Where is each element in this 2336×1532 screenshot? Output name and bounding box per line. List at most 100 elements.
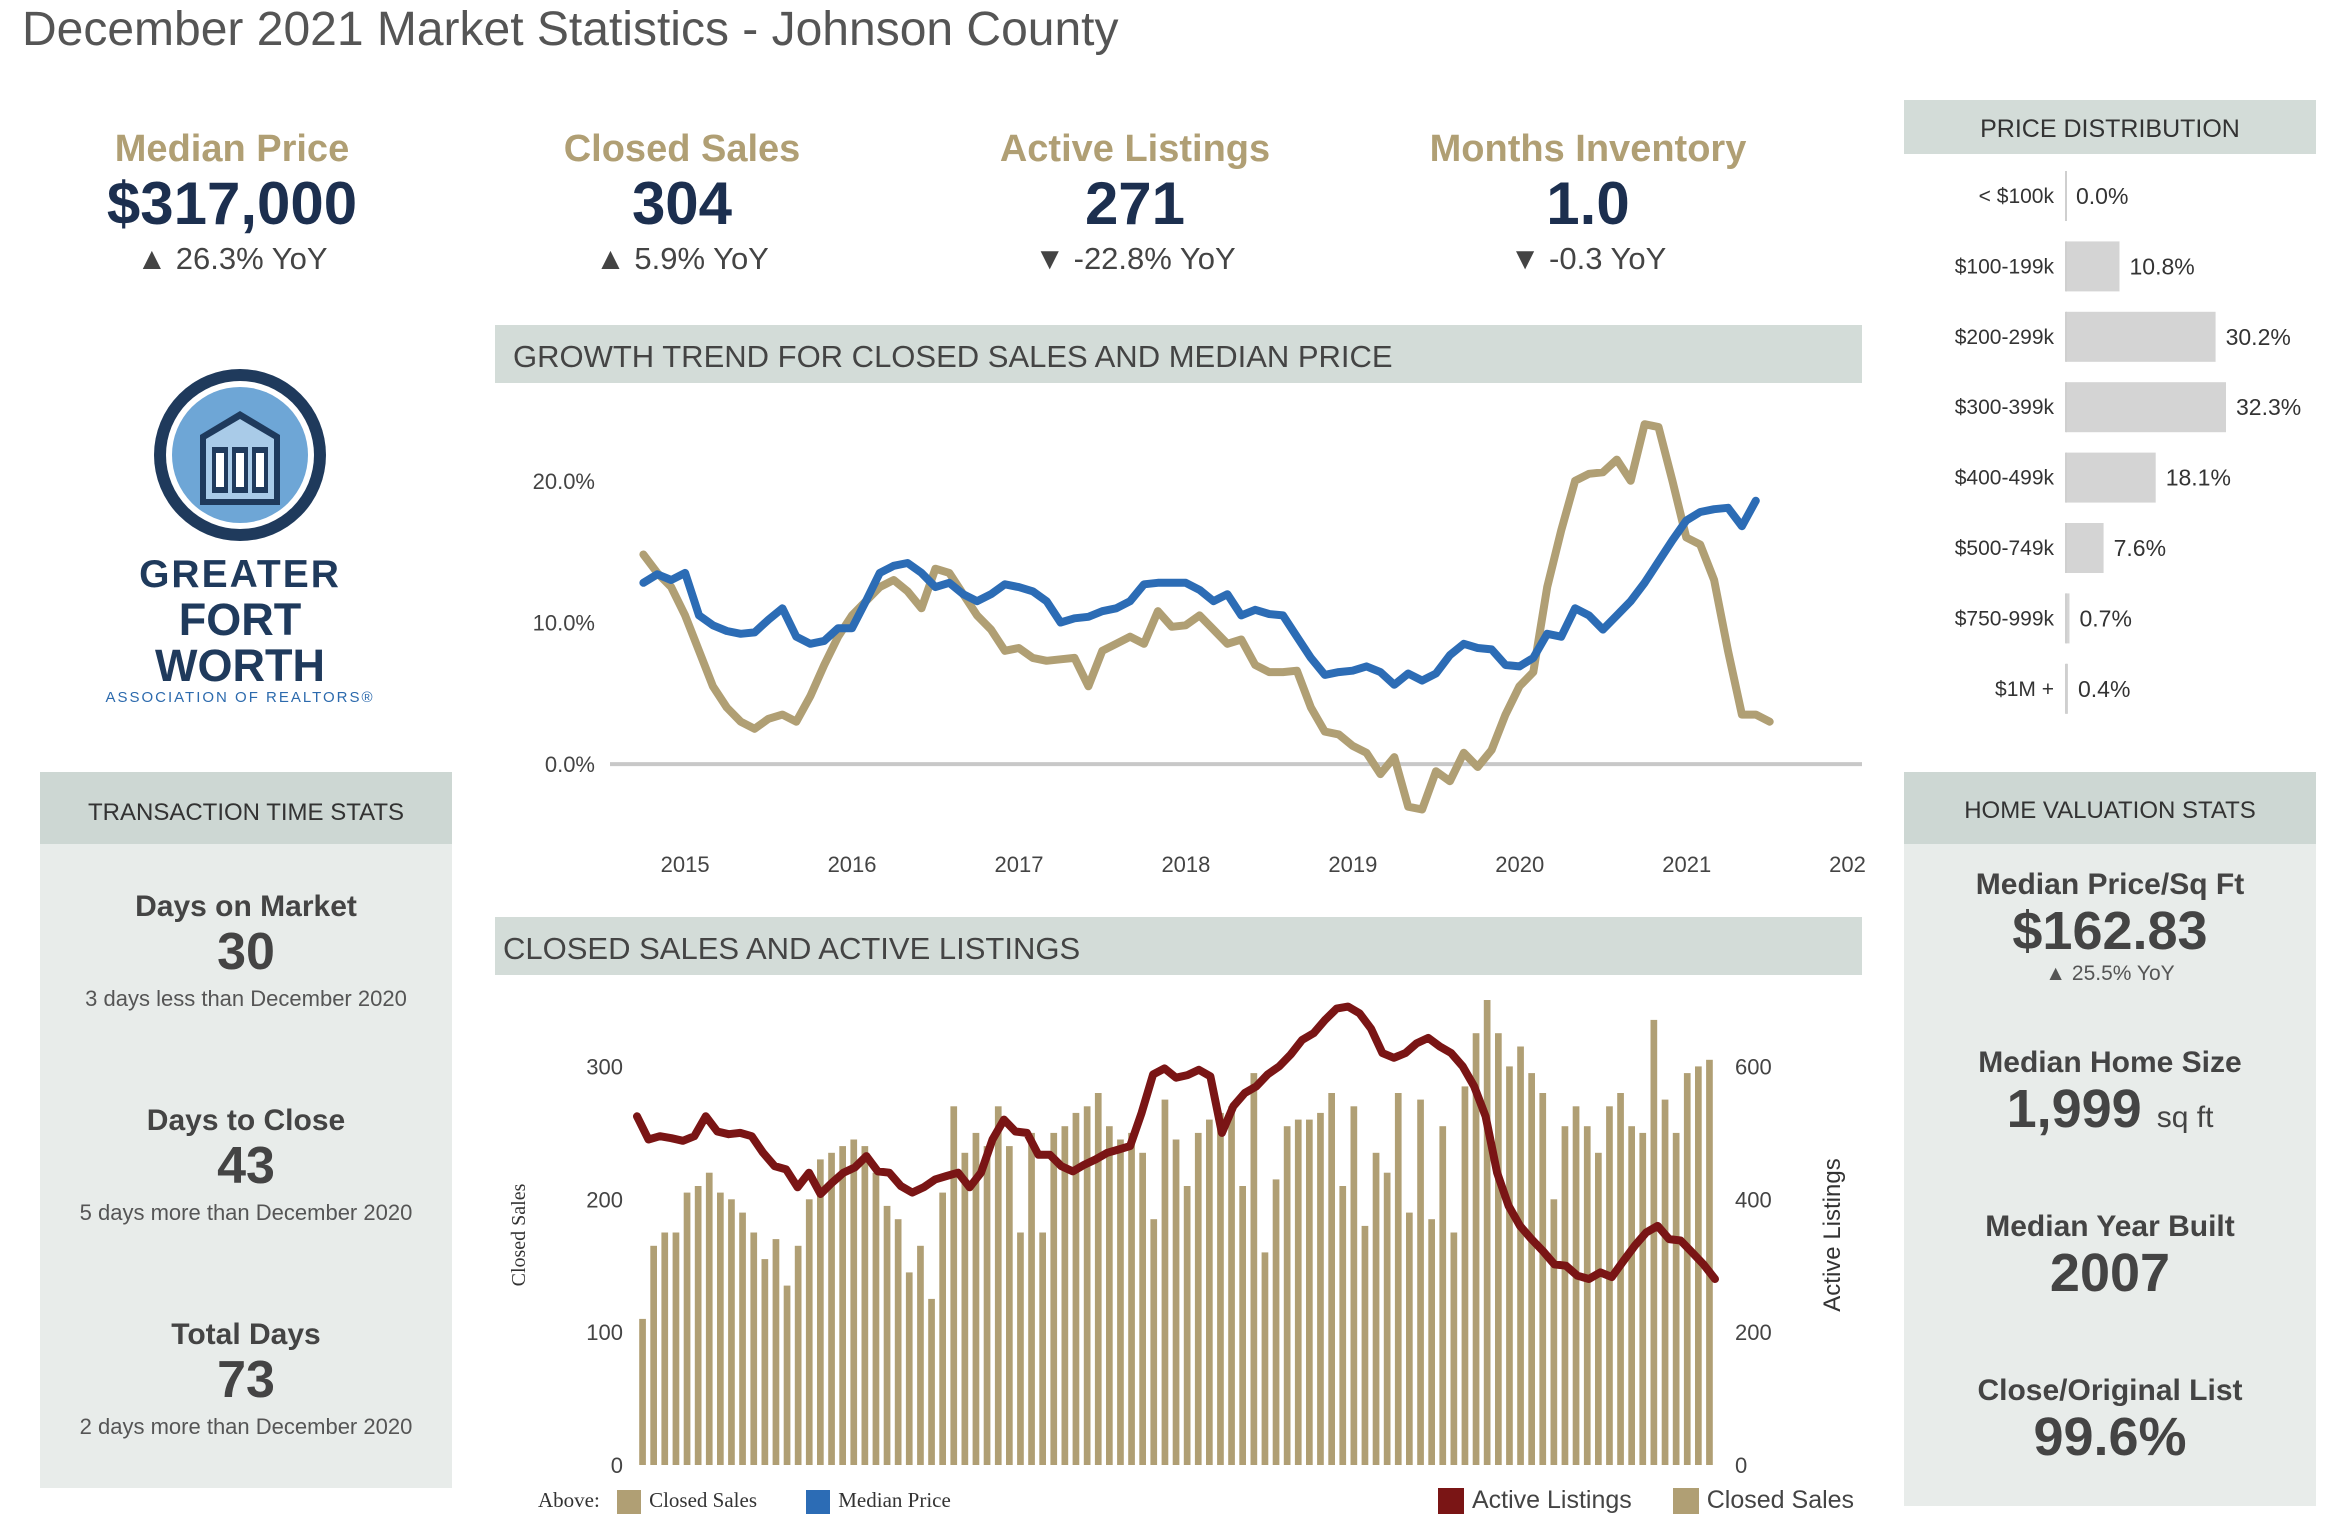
active-listings-line: [633, 1002, 1719, 1283]
price-value-label: 32.3%: [2236, 394, 2301, 420]
page-title: December 2021 Market Statistics - Johnso…: [22, 3, 1119, 56]
stat-label: Days to Close: [146, 1104, 346, 1137]
closed-sales-bar: [761, 1259, 769, 1465]
price-bar: [2066, 311, 2216, 362]
closed-sales-bar: [1028, 1132, 1035, 1465]
closed-sales-bar: [1495, 1033, 1502, 1465]
price-category-label: $1M +: [1995, 678, 2054, 701]
days-on-market: Days on Market 30 3 days less than Decem…: [40, 890, 452, 1012]
closed-sales-bar: [1261, 1252, 1269, 1465]
price-value-label: 0.4%: [2078, 676, 2130, 702]
closed-sales-bar: [1595, 1152, 1602, 1465]
closed-sales-bar: [1361, 1225, 1369, 1465]
kpi-change: ▲ 26.3% YoY: [136, 241, 328, 276]
closed-sales-bar: [972, 1132, 980, 1465]
x-tick-label: 2016: [828, 852, 877, 877]
closed-sales-bar: [1428, 1219, 1435, 1465]
transaction-time-panel: TRANSACTION TIME STATS Days on Market 30…: [40, 772, 452, 1488]
price-value-label: 10.8%: [2130, 253, 2195, 279]
price-distribution-chart: < $100k 0.0% $100-199k 10.8% $200-299k 30.2% $…: [1955, 171, 2301, 714]
closed-sales-bar: [1650, 1019, 1658, 1465]
stat-label: Days on Market: [135, 890, 357, 923]
closed-sales-bar: [883, 1205, 891, 1465]
closed-sales-bar: [739, 1212, 746, 1465]
price-value-label: 18.1%: [2166, 465, 2231, 491]
stat-value: 43: [217, 1137, 275, 1195]
closed-sales-bar: [1117, 1139, 1124, 1465]
closed-sales-bar: [1350, 1106, 1358, 1465]
kpi-value: 1.0: [1546, 170, 1630, 237]
closed-sales-bar: [1517, 1046, 1524, 1465]
close-original-list: Close/Original List 99.6%: [1904, 1374, 2316, 1466]
stat-unit: sq ft: [2156, 1101, 2214, 1134]
x-tick-label: 2015: [661, 852, 710, 877]
kpi-change: ▼ -22.8% YoY: [1034, 241, 1236, 276]
median-year-built: Median Year Built 2007: [1904, 1210, 2316, 1302]
x-tick-label: 2018: [1161, 852, 1210, 877]
price-category-label: $100-199k: [1955, 255, 2055, 278]
price-bar: [2066, 452, 2156, 503]
logo-line-1: GREATER: [139, 553, 341, 596]
stat-value: 30: [217, 923, 275, 981]
stat-label: Median Home Size: [1978, 1046, 2242, 1079]
kpi-change: ▼ -0.3 YoY: [1509, 241, 1667, 276]
closed-sales-bar: [694, 1186, 702, 1465]
closed-sales-bar: [1139, 1152, 1146, 1465]
closed-sales-bar: [817, 1159, 824, 1465]
logo-line-3: ASSOCIATION OF REALTORS®: [105, 689, 375, 706]
closed-sales-bar: [1394, 1093, 1402, 1465]
closed-sales-bar: [805, 1199, 813, 1465]
y-tick-label: 0.0%: [545, 752, 595, 777]
closed-sales-bar: [772, 1239, 780, 1465]
closed-sales-bar: [1039, 1232, 1046, 1465]
closed-sales-bar: [1672, 1132, 1680, 1465]
series-line-closed-sales: [639, 420, 1774, 814]
closed-sales-bar: [1217, 1112, 1224, 1465]
y2-axis-label: Active Listings: [1819, 1158, 1846, 1311]
stat-label: Close/Original List: [1977, 1374, 2243, 1407]
y2-tick-label: 400: [1735, 1187, 1772, 1212]
price-category-label: $500-749k: [1955, 537, 2055, 560]
price-category-label: $400-499k: [1955, 467, 2055, 490]
closed-sales-bar: [861, 1146, 869, 1465]
legend-prefix: Above:: [538, 1488, 600, 1512]
y2-tick-label: 200: [1735, 1320, 1772, 1345]
x-tick-label: 2021: [1662, 852, 1711, 877]
price-category-label: $300-399k: [1955, 396, 2055, 419]
y-tick-label: 10.0%: [533, 611, 595, 636]
stat-change: ▲ 25.5% YoY: [2045, 962, 2175, 985]
stat-note: 2 days more than December 2020: [79, 1414, 413, 1439]
closed-sales-bar: [928, 1298, 935, 1465]
closed-sales-bar: [1406, 1212, 1413, 1465]
closed-sales-bar: [1461, 1086, 1469, 1465]
closed-sales-bar: [1417, 1099, 1424, 1465]
closed-sales-bar: [1150, 1219, 1158, 1465]
closed-sales-bar: [1161, 1099, 1169, 1465]
price-value-label: 0.7%: [2080, 605, 2132, 631]
legend-label: Closed Sales: [649, 1488, 757, 1512]
closed-sales-bar: [1528, 1073, 1535, 1465]
x-tick-label: 2020: [1495, 852, 1544, 877]
closed-sales-bar: [1239, 1186, 1246, 1465]
price-value-label: 30.2%: [2226, 324, 2291, 350]
y-axis-label: Closed Sales: [508, 1183, 530, 1286]
kpi-value: 304: [631, 170, 733, 237]
stat-value: $162.83: [2012, 901, 2208, 961]
total-days: Total Days 73 2 days more than December …: [40, 1318, 452, 1440]
closed-sales-bar: [1606, 1106, 1613, 1465]
closed-sales-bar: [939, 1192, 946, 1465]
kpi-label: Active Listings: [999, 128, 1271, 170]
closed-sales-bar: [783, 1285, 791, 1465]
stat-value: 73: [217, 1351, 275, 1409]
closed-sales-header: CLOSED SALES AND ACTIVE LISTINGS: [495, 917, 1862, 975]
legend-swatch-closed-sales: [1672, 1488, 1699, 1515]
price-distribution-header: PRICE DISTRIBUTION: [1904, 100, 2316, 154]
transaction-time-header: TRANSACTION TIME STATS: [40, 772, 452, 844]
stat-label: Median Year Built: [1985, 1210, 2235, 1243]
kpi-median-price: Median Price $317,000 ▲ 26.3% YoY: [22, 128, 442, 277]
stat-value: 1,999: [2006, 1079, 2142, 1139]
closed-sales-bar: [683, 1192, 691, 1465]
closed-sales-bar: [717, 1192, 724, 1465]
y2-tick-label: 0: [1735, 1453, 1747, 1478]
kpi-closed-sales: Closed Sales 304 ▲ 5.9% YoY: [472, 128, 892, 277]
